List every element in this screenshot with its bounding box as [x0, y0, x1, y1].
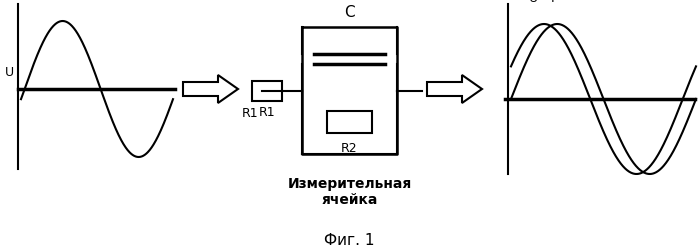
Text: R2: R2 [341, 142, 358, 155]
Text: C: C [344, 5, 355, 20]
Text: Фиг. 1: Фиг. 1 [324, 232, 374, 247]
Text: I: I [16, 0, 20, 3]
Text: Измерительная
ячейка: Измерительная ячейка [288, 176, 412, 206]
Bar [252, 81, 282, 101]
Bar [327, 112, 372, 134]
Text: U: U [528, 0, 537, 5]
Text: I: I [551, 0, 555, 5]
Polygon shape [183, 76, 238, 104]
Text: R1: R1 [259, 106, 275, 119]
Text: R1: R1 [242, 107, 258, 119]
Text: U: U [5, 65, 14, 78]
Polygon shape [427, 76, 482, 104]
